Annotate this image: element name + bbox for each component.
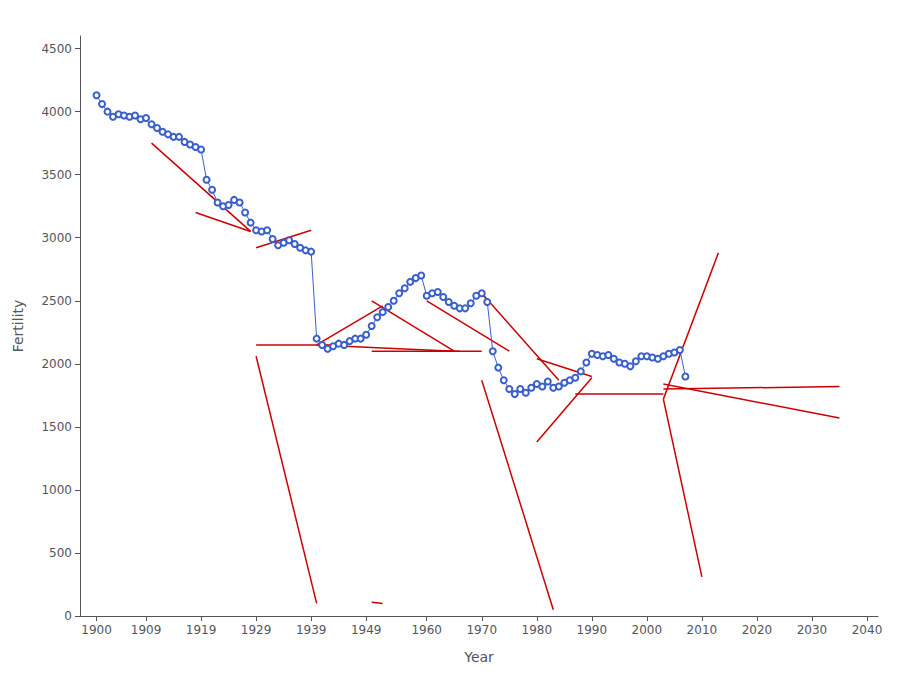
svg-text:Fertility: Fertility [10,300,26,353]
svg-text:2500: 2500 [41,294,72,308]
svg-text:1980: 1980 [522,623,553,637]
svg-text:2030: 2030 [797,623,828,637]
svg-text:1900: 1900 [81,623,112,637]
svg-text:1990: 1990 [577,623,608,637]
svg-text:4500: 4500 [41,42,72,56]
svg-text:2000: 2000 [41,357,72,371]
svg-text:2010: 2010 [687,623,718,637]
svg-text:1939: 1939 [296,623,327,637]
svg-text:3000: 3000 [41,231,72,245]
svg-text:4000: 4000 [41,105,72,119]
svg-text:1909: 1909 [131,623,162,637]
svg-text:1929: 1929 [241,623,272,637]
svg-text:2000: 2000 [632,623,663,637]
svg-text:1970: 1970 [466,623,497,637]
svg-text:3500: 3500 [41,168,72,182]
svg-text:0: 0 [64,609,72,623]
svg-text:1960: 1960 [411,623,442,637]
svg-text:500: 500 [49,546,72,560]
svg-text:1949: 1949 [351,623,382,637]
svg-text:1500: 1500 [41,420,72,434]
svg-text:Year: Year [463,649,494,665]
svg-text:2040: 2040 [852,623,883,637]
svg-text:1000: 1000 [41,483,72,497]
svg-text:1919: 1919 [186,623,217,637]
svg-text:2020: 2020 [742,623,773,637]
